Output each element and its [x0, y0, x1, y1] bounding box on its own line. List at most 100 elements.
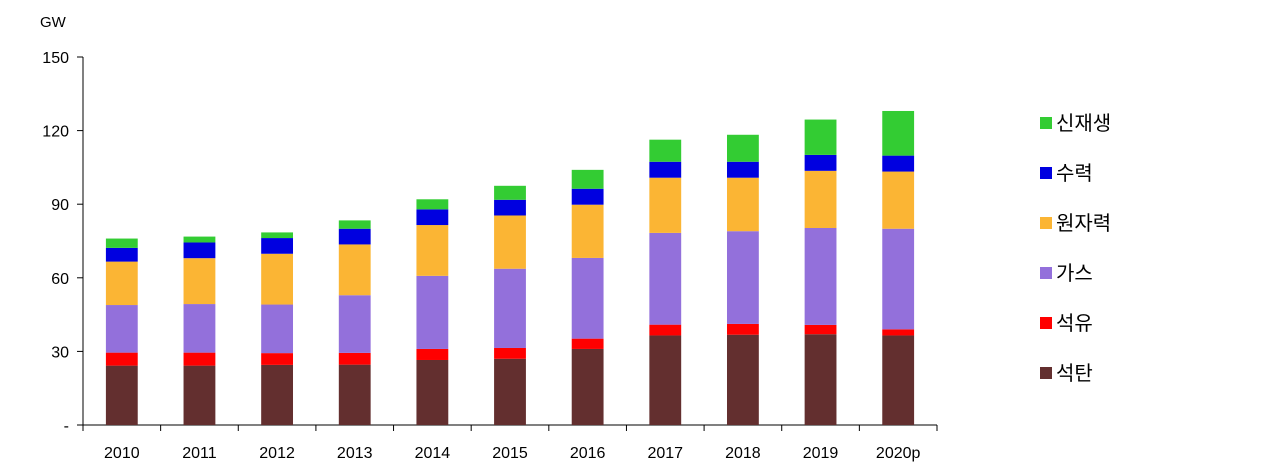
bar-segment: [261, 364, 294, 425]
bar-segment: [494, 215, 526, 269]
bars: [105, 110, 915, 425]
y-axis: - 30 60 90 120 150: [42, 50, 84, 435]
bar-segment: [882, 329, 915, 336]
x-tick-label: 2011: [182, 445, 217, 462]
bar-segment: [338, 295, 371, 353]
legend-label: 신재생: [1056, 111, 1111, 135]
bar-segment: [338, 220, 371, 229]
bar-segment: [882, 155, 915, 172]
x-axis: 2010 2011 2012 2013 2014 2015 2016 2017 2018 2019…: [82, 424, 938, 462]
y-tick-label: 120: [42, 124, 69, 141]
x-tick-label: 2020p: [876, 445, 921, 462]
bar-segment: [571, 338, 604, 349]
x-tick-label: 2016: [570, 445, 606, 462]
bar-segment: [183, 365, 216, 425]
bar-segment: [416, 225, 449, 276]
bar-segment: [183, 304, 216, 353]
bar-segment: [882, 171, 915, 229]
bar-segment: [261, 304, 294, 354]
bar-segment: [649, 177, 682, 233]
y-tick-label: 60: [51, 271, 69, 288]
legend-label: 원자력: [1056, 211, 1111, 235]
bar-segment: [726, 334, 759, 425]
bar-segment: [571, 348, 604, 425]
legend-swatch: [1040, 117, 1052, 129]
bar-segment: [105, 305, 138, 353]
bar-segment: [416, 348, 449, 360]
x-tick-label: 2015: [492, 445, 528, 462]
bar-segment: [105, 247, 138, 262]
x-tick-label: 2019: [803, 445, 839, 462]
bar-segment: [571, 257, 604, 339]
bar-segment: [416, 275, 449, 349]
legend-label: 석탄: [1056, 361, 1093, 385]
bar-segment: [804, 324, 837, 335]
bar-segment: [261, 232, 294, 239]
bar-segment: [649, 161, 682, 178]
x-tick-label: 2010: [104, 445, 140, 462]
bar-segment: [494, 358, 526, 425]
bar-segment: [726, 134, 759, 162]
legend-swatch: [1040, 167, 1052, 179]
bar-segment: [804, 154, 837, 171]
bar-segment: [649, 335, 682, 425]
legend-swatch: [1040, 267, 1052, 279]
legend-label: 가스: [1056, 261, 1093, 285]
bar-segment: [261, 238, 294, 254]
bar-segment: [726, 177, 759, 232]
bar-segment: [804, 227, 837, 325]
x-tick-label: 2013: [337, 445, 373, 462]
bar-segment: [183, 352, 216, 366]
bar-segment: [105, 261, 138, 306]
bar-segment: [494, 199, 526, 216]
bar-segment: [804, 170, 837, 228]
bar-segment: [261, 253, 294, 305]
bar-segment: [183, 236, 216, 243]
bar-segment: [726, 231, 759, 324]
x-tick-label: 2012: [259, 445, 295, 462]
bar-segment: [571, 204, 604, 258]
y-tick-label: -: [64, 418, 69, 435]
bar-segment: [105, 352, 138, 366]
bar-segment: [882, 110, 915, 156]
bar-segment: [726, 161, 759, 178]
bar-segment: [416, 359, 449, 425]
bar-segment: [494, 185, 526, 200]
bar-segment: [882, 335, 915, 425]
bar-segment: [882, 228, 915, 330]
unit-label: GW: [40, 14, 67, 31]
legend-label: 석유: [1056, 311, 1093, 335]
bar-segment: [338, 244, 371, 296]
bar-segment: [494, 347, 526, 359]
y-tick-label: 150: [42, 50, 69, 67]
bar-segment: [649, 232, 682, 325]
bar-segment: [416, 209, 449, 226]
bar-segment: [649, 139, 682, 162]
bar-segment: [494, 268, 526, 348]
bar-segment: [338, 364, 371, 425]
bar-segment: [649, 324, 682, 336]
legend-swatch: [1040, 367, 1052, 379]
bar-segment: [726, 323, 759, 335]
bar-segment: [183, 258, 216, 305]
bar-segment: [105, 365, 138, 425]
bar-segment: [261, 353, 294, 365]
y-tick-label: 30: [51, 344, 69, 361]
legend-label: 수력: [1056, 161, 1093, 185]
bar-segment: [804, 334, 837, 425]
x-tick-label: 2014: [415, 445, 451, 462]
bar-segment: [338, 228, 371, 245]
bar-segment: [183, 242, 216, 259]
bar-segment: [105, 238, 138, 248]
legend-swatch: [1040, 217, 1052, 229]
bar-segment: [571, 188, 604, 205]
y-tick-label: 90: [51, 197, 69, 214]
bar-segment: [338, 352, 371, 365]
bar-segment: [804, 119, 837, 155]
x-tick-label: 2017: [647, 445, 683, 462]
bar-segment: [416, 199, 449, 210]
legend-swatch: [1040, 317, 1052, 329]
x-tick-label: 2018: [725, 445, 761, 462]
